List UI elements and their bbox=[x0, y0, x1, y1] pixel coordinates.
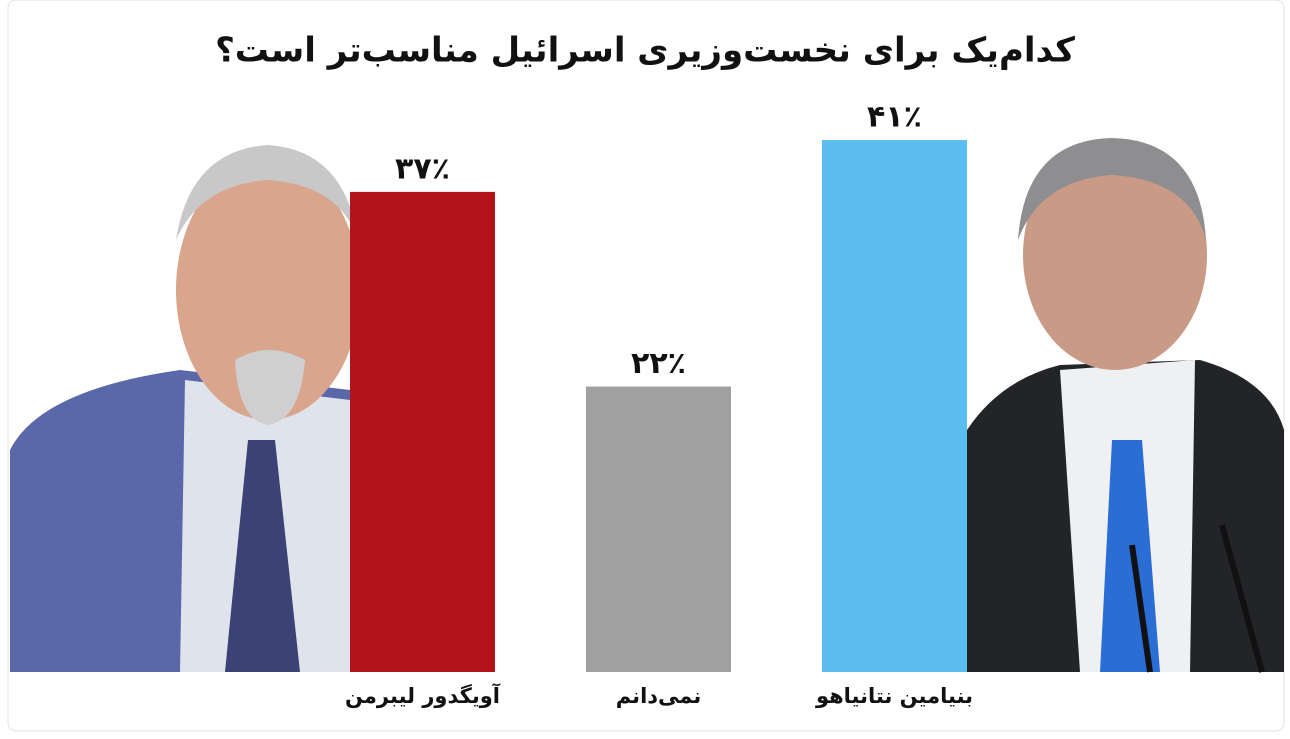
left-portrait bbox=[10, 145, 360, 672]
right-head bbox=[1023, 140, 1207, 370]
left-hair bbox=[176, 145, 358, 240]
right-portrait bbox=[967, 138, 1284, 673]
bar bbox=[822, 140, 967, 672]
right-hair bbox=[1018, 138, 1206, 240]
chart-title: کدام‌یک برای نخست‌وزیری اسرائیل مناسب‌تر… bbox=[215, 31, 1075, 71]
category-label: بنیامین نتانیاهو bbox=[815, 684, 973, 708]
microphone bbox=[1219, 524, 1265, 673]
left-head bbox=[176, 160, 360, 420]
right-tie bbox=[1100, 440, 1160, 672]
category-label: آویگدور لیبرمن bbox=[345, 683, 501, 708]
left-tie bbox=[225, 440, 300, 672]
microphone bbox=[1129, 544, 1153, 673]
bar bbox=[586, 386, 731, 672]
value-label: ۲۲٪ bbox=[631, 346, 686, 381]
value-label: ۴۱٪ bbox=[867, 100, 922, 135]
left-beard bbox=[235, 350, 305, 425]
value-label: ۳۷٪ bbox=[395, 151, 450, 186]
category-label: نمی‌دانم bbox=[616, 684, 702, 708]
bar bbox=[350, 191, 495, 672]
